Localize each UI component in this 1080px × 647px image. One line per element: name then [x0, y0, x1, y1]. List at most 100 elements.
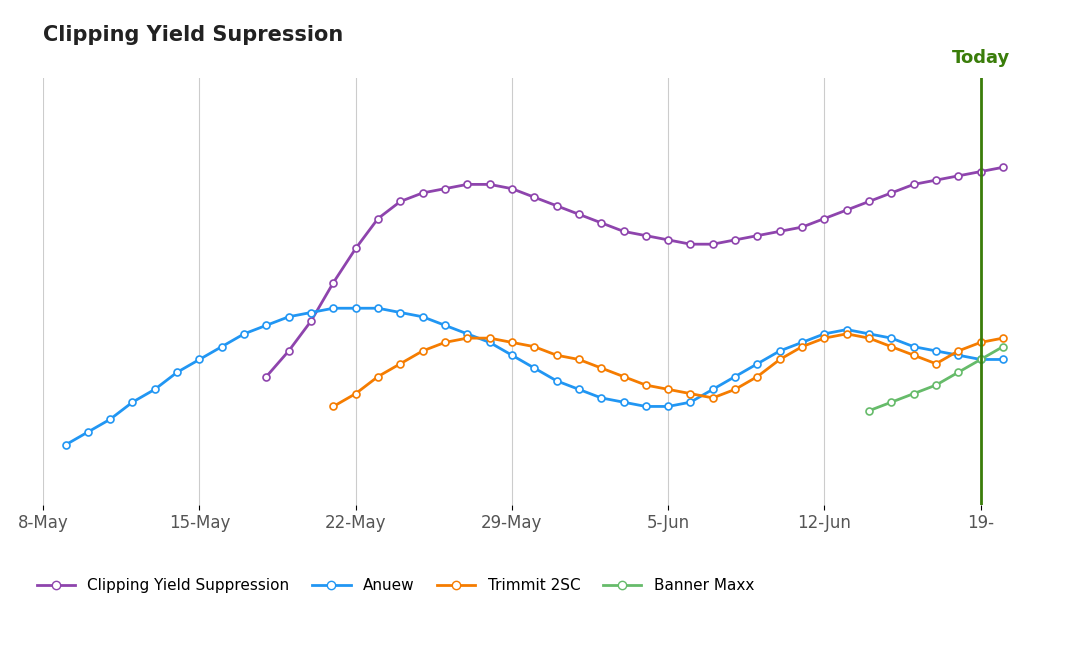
Line: Banner Maxx: Banner Maxx	[865, 343, 1007, 414]
Clipping Yield Suppression	[639, 232, 652, 239]
Clipping Yield Suppression	[840, 206, 853, 214]
Banner Maxx	[997, 343, 1010, 351]
Trimmit 2SC	[885, 343, 897, 351]
Clipping Yield Suppression	[260, 373, 273, 380]
Trimmit 2SC	[372, 373, 384, 380]
Trimmit 2SC	[572, 356, 585, 364]
Trimmit 2SC	[840, 330, 853, 338]
Clipping Yield Suppression	[796, 223, 809, 231]
Anuew	[528, 364, 541, 372]
Clipping Yield Suppression	[773, 228, 786, 236]
Banner Maxx	[951, 368, 964, 376]
Trimmit 2SC	[930, 360, 943, 367]
Clipping Yield Suppression	[974, 168, 987, 175]
Trimmit 2SC	[974, 338, 987, 346]
Anuew	[951, 351, 964, 359]
Trimmit 2SC	[951, 347, 964, 355]
Clipping Yield Suppression	[751, 232, 764, 239]
Clipping Yield Suppression	[282, 347, 295, 355]
Line: Clipping Yield Suppression: Clipping Yield Suppression	[262, 164, 1007, 380]
Anuew	[505, 351, 518, 359]
Trimmit 2SC	[550, 351, 563, 359]
Clipping Yield Suppression	[907, 181, 920, 188]
Anuew	[706, 386, 719, 393]
Anuew	[126, 399, 139, 406]
Trimmit 2SC	[684, 389, 697, 397]
Clipping Yield Suppression	[572, 210, 585, 218]
Clipping Yield Suppression	[863, 197, 876, 205]
Banner Maxx	[974, 356, 987, 364]
Clipping Yield Suppression	[327, 279, 340, 287]
Trimmit 2SC	[416, 347, 429, 355]
Anuew	[997, 356, 1010, 364]
Anuew	[104, 415, 117, 423]
Trimmit 2SC	[528, 343, 541, 351]
Trimmit 2SC	[997, 334, 1010, 342]
Anuew	[483, 338, 496, 346]
Trimmit 2SC	[706, 394, 719, 402]
Anuew	[282, 313, 295, 321]
Trimmit 2SC	[818, 334, 831, 342]
Trimmit 2SC	[483, 334, 496, 342]
Trimmit 2SC	[461, 334, 474, 342]
Anuew	[840, 325, 853, 333]
Trimmit 2SC	[729, 386, 742, 393]
Clipping Yield Suppression	[438, 185, 451, 193]
Clipping Yield Suppression	[528, 193, 541, 201]
Anuew	[171, 368, 184, 376]
Clipping Yield Suppression	[550, 202, 563, 210]
Banner Maxx	[885, 399, 897, 406]
Clipping Yield Suppression	[818, 215, 831, 223]
Anuew	[595, 394, 608, 402]
Trimmit 2SC	[327, 402, 340, 410]
Trimmit 2SC	[662, 386, 675, 393]
Anuew	[148, 386, 161, 393]
Clipping Yield Suppression	[684, 240, 697, 248]
Anuew	[684, 399, 697, 406]
Trimmit 2SC	[639, 381, 652, 389]
Trimmit 2SC	[773, 356, 786, 364]
Anuew	[930, 347, 943, 355]
Anuew	[59, 441, 72, 449]
Anuew	[796, 338, 809, 346]
Banner Maxx	[907, 389, 920, 397]
Anuew	[662, 402, 675, 410]
Text: Today: Today	[951, 49, 1010, 67]
Clipping Yield Suppression	[461, 181, 474, 188]
Trimmit 2SC	[595, 364, 608, 372]
Anuew	[885, 334, 897, 342]
Anuew	[550, 377, 563, 385]
Anuew	[751, 360, 764, 367]
Clipping Yield Suppression	[483, 181, 496, 188]
Anuew	[305, 309, 318, 316]
Anuew	[572, 386, 585, 393]
Trimmit 2SC	[907, 351, 920, 359]
Anuew	[394, 309, 407, 316]
Clipping Yield Suppression	[662, 236, 675, 244]
Anuew	[907, 343, 920, 351]
Clipping Yield Suppression	[349, 245, 362, 252]
Clipping Yield Suppression	[394, 197, 407, 205]
Anuew	[863, 330, 876, 338]
Clipping Yield Suppression	[706, 240, 719, 248]
Legend: Clipping Yield Suppression, Anuew, Trimmit 2SC, Banner Maxx: Clipping Yield Suppression, Anuew, Trimm…	[30, 572, 760, 599]
Line: Trimmit 2SC: Trimmit 2SC	[329, 331, 1007, 410]
Clipping Yield Suppression	[729, 236, 742, 244]
Clipping Yield Suppression	[595, 219, 608, 226]
Clipping Yield Suppression	[305, 317, 318, 325]
Trimmit 2SC	[505, 338, 518, 346]
Anuew	[327, 304, 340, 312]
Anuew	[773, 347, 786, 355]
Anuew	[617, 399, 630, 406]
Anuew	[81, 428, 94, 436]
Anuew	[349, 304, 362, 312]
Clipping Yield Suppression	[372, 215, 384, 223]
Clipping Yield Suppression	[930, 176, 943, 184]
Banner Maxx	[930, 381, 943, 389]
Anuew	[729, 373, 742, 380]
Clipping Yield Suppression	[951, 172, 964, 180]
Text: Clipping Yield Supression: Clipping Yield Supression	[43, 25, 343, 45]
Clipping Yield Suppression	[617, 228, 630, 236]
Clipping Yield Suppression	[416, 189, 429, 197]
Anuew	[260, 322, 273, 329]
